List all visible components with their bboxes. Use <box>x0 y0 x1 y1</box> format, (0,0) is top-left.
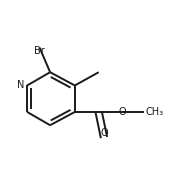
Text: O: O <box>100 129 108 138</box>
Text: N: N <box>17 80 24 90</box>
Text: Br: Br <box>34 46 45 56</box>
Text: O: O <box>119 107 126 117</box>
Text: CH₃: CH₃ <box>145 107 163 117</box>
